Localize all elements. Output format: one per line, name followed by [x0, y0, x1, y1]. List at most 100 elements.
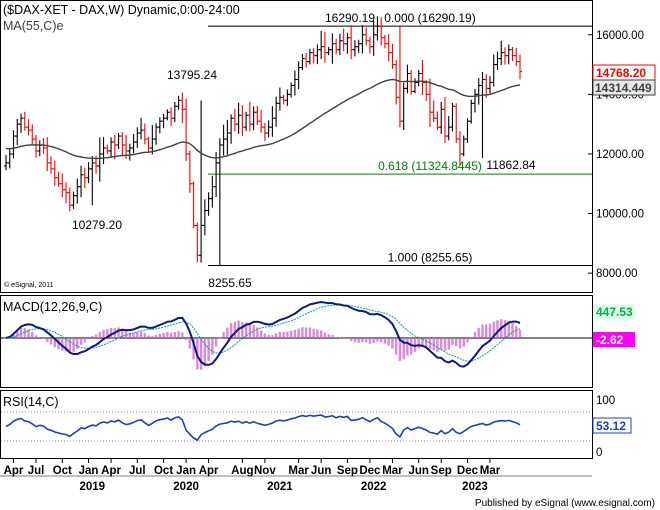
price-bar	[446, 116, 451, 141]
price-bar	[165, 109, 170, 121]
macd-histogram-bar	[342, 338, 345, 339]
macd-histogram-bar	[79, 338, 83, 345]
macd-histogram-bar	[436, 338, 439, 352]
macd-histogram-bar	[308, 327, 312, 338]
x-month-label: Jan	[79, 465, 99, 477]
macd-histogram-bar	[323, 332, 327, 338]
macd-histogram-bar	[42, 338, 45, 339]
macd-histogram-bar	[207, 338, 210, 362]
macd-histogram-bar	[83, 338, 86, 343]
macd-histogram-bar	[432, 338, 435, 351]
price-bar	[386, 34, 391, 62]
macd-histogram-bar	[53, 338, 56, 348]
price-panel-frame	[0, 0, 593, 293]
price-bar	[120, 132, 125, 156]
macd-signal-line	[5, 304, 521, 362]
x-month-label: Dec	[359, 465, 381, 477]
macd-histogram-bar	[406, 338, 409, 356]
macd-histogram-bar	[425, 338, 428, 348]
macd-histogram-bar	[353, 338, 357, 343]
price-bar	[367, 36, 372, 54]
y-tick-label: 16000.00	[596, 30, 644, 42]
price-bar	[79, 165, 84, 198]
macd-histogram-bar	[241, 322, 244, 338]
price-bar	[427, 78, 432, 127]
price-bar	[19, 113, 24, 133]
macd-histogram-bar	[16, 330, 19, 338]
y-tick-label: 12000.00	[596, 149, 644, 161]
x-month-label: Jul	[129, 465, 146, 477]
macd-histogram-bar	[109, 328, 113, 338]
rsi-value-label: 53.12	[596, 419, 626, 433]
price-bar	[405, 64, 410, 94]
price-bar	[202, 199, 207, 236]
price-bar	[142, 123, 147, 145]
price-bar	[461, 135, 466, 157]
x-year-label: 2019	[79, 481, 105, 493]
macd-histogram-bar	[128, 332, 132, 338]
x-axis: Apr Jul Oct Jan Apr Jul Oct Jan Apr Aug Nov Mar Jun S…	[0, 459, 592, 493]
macd-histogram-bar	[470, 337, 473, 338]
x-month-label: Sep	[431, 465, 452, 477]
x-month-label: Jun	[408, 465, 428, 477]
macd-histogram-bar	[31, 331, 34, 338]
price-bar	[487, 76, 492, 94]
price-bar	[465, 118, 470, 143]
ma-value-label: 14314.449	[595, 81, 652, 95]
price-bar	[502, 47, 507, 65]
x-year-label: 2023	[462, 481, 488, 493]
macd-histogram	[4, 319, 522, 370]
price-bar	[439, 101, 444, 134]
macd-histogram-bar	[515, 325, 518, 338]
price-bar	[472, 88, 477, 113]
price-bar	[184, 98, 189, 161]
x-month-label: Oct	[53, 465, 72, 477]
fib-level-label: 0.000 (16290.19)	[384, 11, 475, 25]
price-bar	[45, 137, 50, 172]
price-bar	[109, 137, 114, 158]
price-bar	[518, 54, 522, 80]
price-bar	[101, 136, 106, 165]
price-bar	[424, 80, 429, 101]
macd-histogram-bar	[376, 338, 379, 342]
price-bar	[499, 40, 504, 66]
price-bar	[247, 101, 252, 132]
macd-histogram-bar	[233, 321, 237, 338]
macd-histogram-bar	[4, 338, 8, 339]
price-bar	[514, 48, 519, 67]
macd-signal-badge: -2.62	[593, 332, 635, 347]
price-bar	[416, 70, 421, 87]
x-year-label: 2020	[173, 481, 199, 493]
macd-histogram-bar	[169, 332, 173, 338]
rsi-panel-frame	[0, 390, 593, 459]
price-bar	[82, 167, 87, 189]
macd-histogram-bar	[248, 324, 252, 338]
x-month-label: Apr	[4, 465, 24, 477]
macd-histogram-bar	[327, 334, 330, 338]
price-bar	[56, 171, 61, 187]
macd-histogram-bar	[222, 332, 225, 338]
price-bar	[52, 160, 57, 186]
macd-histogram-bar	[94, 334, 98, 338]
macd-histogram-bar	[64, 338, 68, 352]
price-bar	[157, 117, 162, 134]
macd-histogram-bar	[259, 330, 263, 338]
macd-histogram-bar	[199, 338, 203, 370]
price-bar	[259, 109, 264, 133]
macd-histogram-bar	[364, 338, 368, 343]
macd-histogram-bar	[173, 332, 177, 338]
macd-histogram-bar	[154, 334, 158, 338]
price-annotation: 10279.20	[72, 218, 122, 232]
price-bar	[255, 106, 260, 125]
price-bar	[349, 25, 354, 59]
macd-histogram-bar	[462, 338, 465, 347]
macd-histogram-bar	[211, 338, 214, 355]
macd-histogram-bar	[496, 320, 499, 338]
price-annotation: 16290.19	[325, 11, 375, 25]
macd-histogram-bar	[102, 329, 105, 338]
x-month-label: Apr	[101, 465, 121, 477]
price-bar	[49, 156, 54, 174]
macd-histogram-bar	[271, 335, 274, 338]
